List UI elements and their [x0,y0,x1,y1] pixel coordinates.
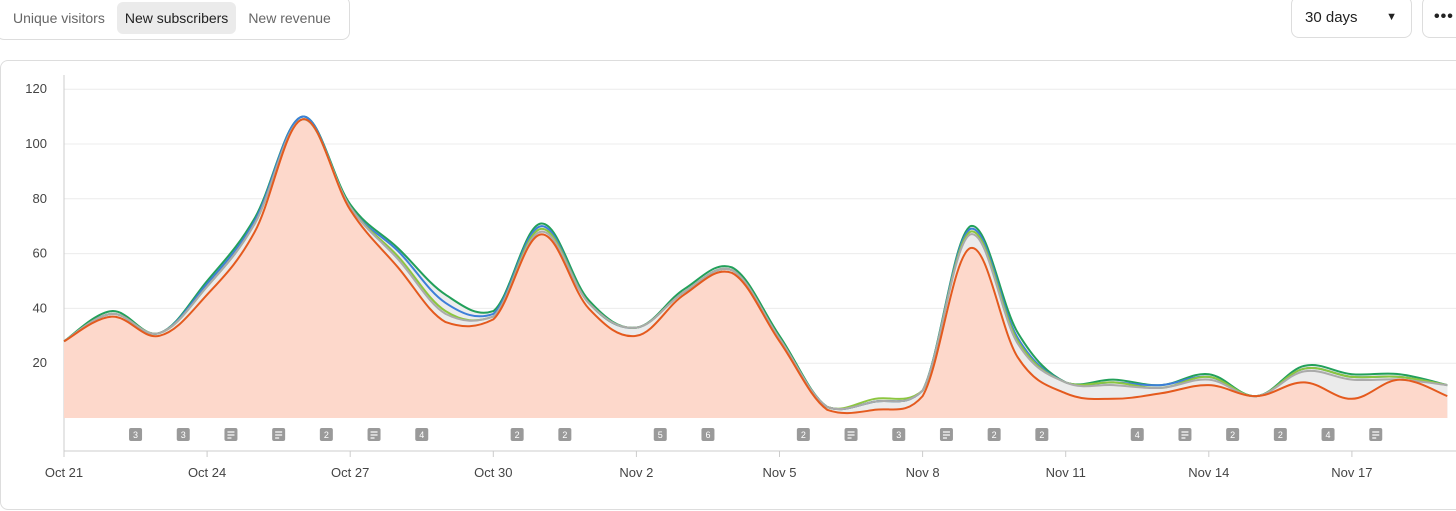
tab-new-revenue[interactable]: New revenue [248,10,331,26]
date-range-value: 30 days [1305,8,1358,26]
annotation-count: 2 [992,430,997,440]
note-icon-line [1181,431,1189,433]
annotation-badge [1130,428,1144,441]
annotation-count: 2 [1278,430,1283,440]
note-icon-line [942,437,947,439]
note-icon-line [1372,431,1380,433]
y-tick-label: 100 [25,136,47,151]
annotation-badge [510,428,524,441]
note-icon-line [370,437,375,439]
x-tick-label: Oct 21 [45,465,83,480]
annotation-count: 4 [419,430,424,440]
y-tick-label: 40 [33,300,47,315]
annotation-count: 4 [1135,430,1140,440]
y-tick-label: 80 [33,191,47,206]
note-icon-line [847,431,855,433]
annotation-badge [176,428,190,441]
note-icon-line [227,437,232,439]
annotation-badge [1273,428,1287,441]
annotation-count: 4 [1326,430,1331,440]
metric-tabs: Unique visitors New subscribers New reve… [0,0,350,40]
y-tick-label: 60 [33,246,47,261]
note-icon-line [942,434,950,436]
annotation-count: 3 [181,430,186,440]
x-tick-label: Nov 2 [619,465,653,480]
chart-card: 20 40 60 80 100 120 Oct 21 Oct 24 Oct 27 Oct 30 No… [0,60,1456,510]
series-area-4 [64,119,1448,419]
x-tick-label: Oct 24 [188,465,226,480]
note-icon-line [227,431,235,433]
x-tick-label: Oct 27 [331,465,369,480]
note-icon-line [1372,434,1380,436]
note-icon-line [942,431,950,433]
note-icon-line [847,434,855,436]
caret-down-icon: ▼ [1386,11,1397,23]
annotation-badge [1321,428,1335,441]
note-icon-line [1181,437,1186,439]
note-icon-line [275,434,283,436]
note-icon-line [275,431,283,433]
note-icon-line [1372,437,1377,439]
annotation-badge [892,428,906,441]
x-tick-label: Nov 11 [1046,465,1086,480]
annotation-count: 2 [1230,430,1235,440]
annotation-badge [558,428,572,441]
note-icon-line [1181,434,1189,436]
more-options-button[interactable]: ••• [1422,0,1456,38]
annotation-count: 5 [658,430,663,440]
annotation-badge [653,428,667,441]
tab-new-subscribers[interactable]: New subscribers [116,2,237,34]
annotation-count: 2 [324,430,329,440]
y-tick-label: 20 [33,355,47,370]
x-tick-label: Oct 30 [474,465,512,480]
note-icon-line [370,431,378,433]
x-tick-label: Nov 14 [1188,465,1229,480]
annotation-count: 2 [515,430,520,440]
annotation-count: 2 [562,430,567,440]
annotation-badge [415,428,429,441]
annotation-badge [701,428,715,441]
subscribers-chart: 20 40 60 80 100 120 Oct 21 Oct 24 Oct 27 Oct 30 No… [25,75,1456,480]
note-icon-line [847,437,852,439]
annotation-count: 2 [1039,430,1044,440]
x-tick-label: Nov 5 [763,465,797,480]
annotation-badge [1035,428,1049,441]
annotation-badge [129,428,143,441]
annotation-badge [1226,428,1240,441]
y-tick-label: 120 [25,81,47,96]
annotation-badge [796,428,810,441]
x-tick-label: Nov 8 [906,465,940,480]
annotation-count: 2 [801,430,806,440]
annotation-count: 3 [896,430,901,440]
annotation-count: 6 [705,430,710,440]
tab-unique-visitors[interactable]: Unique visitors [13,10,105,26]
series-line-4 [63,118,1448,415]
annotation-badge [319,428,333,441]
annotation-badge [987,428,1001,441]
note-icon-line [370,434,378,436]
annotation-count: 3 [133,430,138,440]
x-tick-label: Nov 17 [1331,465,1372,480]
note-icon-line [275,437,280,439]
note-icon-line [227,434,235,436]
date-range-select[interactable]: 30 days ▼ [1291,0,1412,38]
